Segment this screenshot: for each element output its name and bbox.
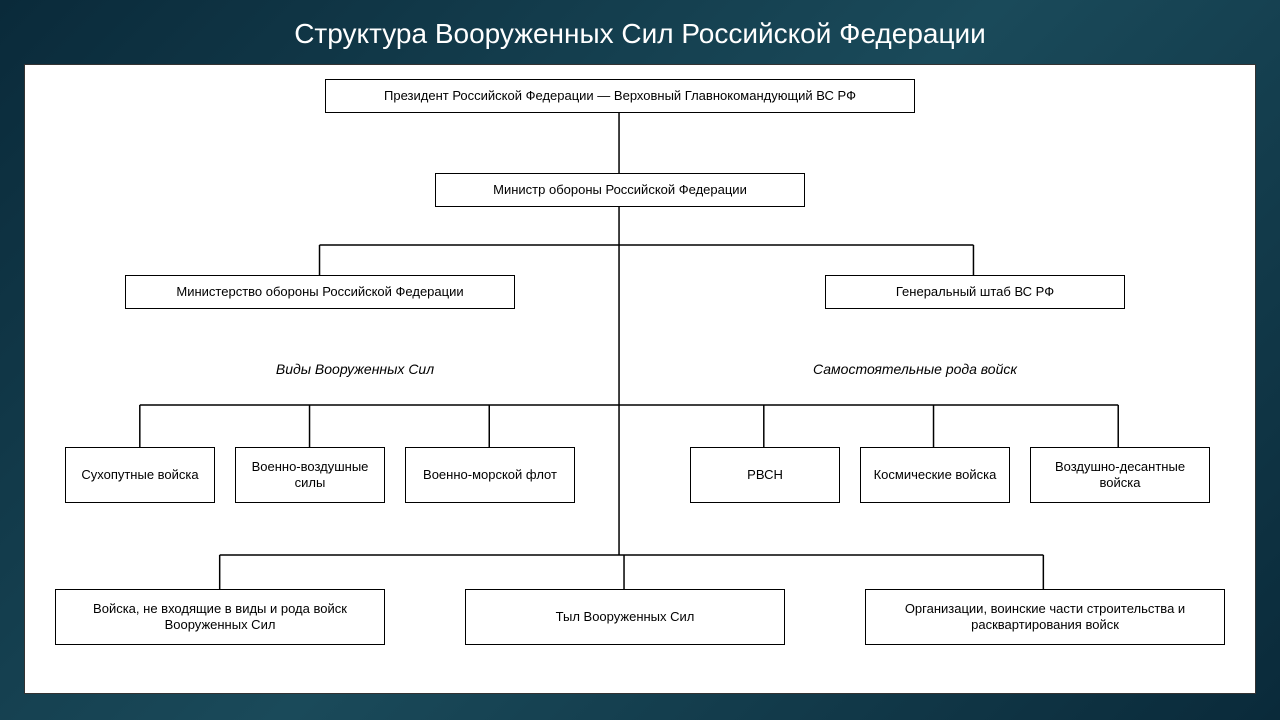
node-president: Президент Российской Федерации — Верховн… xyxy=(325,79,915,113)
node-rear: Тыл Вооруженных Сил xyxy=(465,589,785,645)
label-types: Виды Вооруженных Сил xyxy=(225,361,485,377)
node-airforce: Военно-воздушные силы xyxy=(235,447,385,503)
node-ministry: Министерство обороны Российской Федераци… xyxy=(125,275,515,309)
node-navy: Военно-морской флот xyxy=(405,447,575,503)
node-rvsn: РВСН xyxy=(690,447,840,503)
node-space: Космические войска xyxy=(860,447,1010,503)
node-other: Войска, не входящие в виды и рода войск … xyxy=(55,589,385,645)
label-branches: Самостоятельные рода войск xyxy=(765,361,1065,377)
page-title: Структура Вооруженных Сил Российской Фед… xyxy=(0,0,1280,64)
org-chart: Президент Российской Федерации — Верховн… xyxy=(24,64,1256,694)
node-genstaff: Генеральный штаб ВС РФ xyxy=(825,275,1125,309)
node-construction: Организации, воинские части строительств… xyxy=(865,589,1225,645)
node-minister: Министр обороны Российской Федерации xyxy=(435,173,805,207)
node-airborne: Воздушно-десантные войска xyxy=(1030,447,1210,503)
node-ground: Сухопутные войска xyxy=(65,447,215,503)
